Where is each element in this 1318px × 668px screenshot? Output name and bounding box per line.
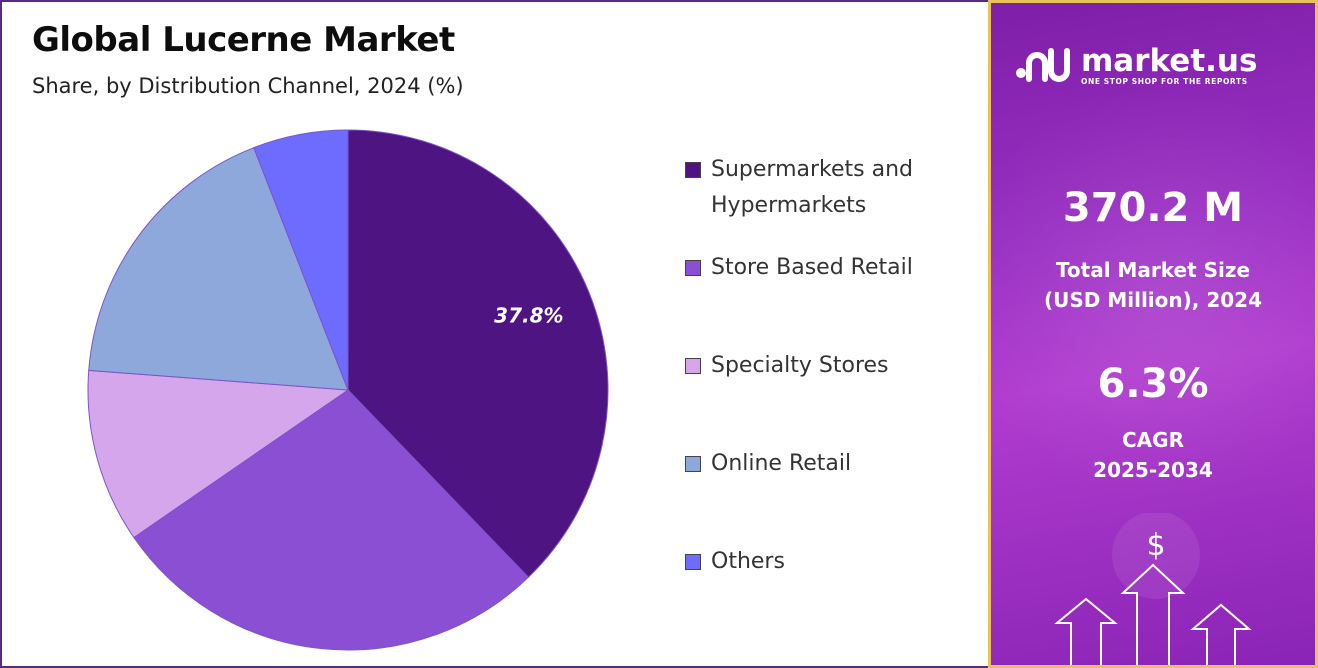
- market-us-logo-icon: [1016, 48, 1070, 82]
- legend-item-others: Others: [685, 544, 961, 580]
- pie-slice-specialty-stores: [87, 369, 350, 539]
- legend-label: Supermarkets and Hypermarkets: [711, 157, 913, 218]
- brand-tagline: ONE STOP SHOP FOR THE REPORTS: [1081, 76, 1248, 86]
- dollar-sign-icon: $: [1146, 528, 1165, 563]
- pie-slice-others: [253, 129, 349, 391]
- legend-swatch: [685, 456, 701, 472]
- legend-label: Specialty Stores: [711, 353, 889, 378]
- legend-item-store-based: Store Based Retail: [685, 250, 961, 286]
- pie-slice-supermarkets-and-hypermarkets: [347, 129, 609, 578]
- legend-swatch: [685, 358, 701, 374]
- legend-swatch: [685, 260, 701, 276]
- chart-title: Global Lucerne Market: [32, 20, 455, 60]
- market-size-label: Total Market Size (USD Million), 2024: [1043, 258, 1263, 312]
- market-size-value: 370.2 M: [1062, 185, 1244, 231]
- pie-slice-online-retail: [88, 147, 349, 391]
- legend-swatch: [685, 162, 701, 178]
- legend-item-specialty: Specialty Stores: [685, 348, 961, 384]
- legend-item-supermarkets: Supermarkets and Hypermarkets: [685, 152, 961, 224]
- cagr-value: 6.3%: [1097, 361, 1209, 407]
- growth-arrows-icon: $: [1054, 513, 1252, 665]
- info-panel: market.us ONE STOP SHOP FOR THE REPORTS …: [988, 0, 1318, 668]
- brand-logo[interactable]: market.us ONE STOP SHOP FOR THE REPORTS: [1013, 43, 1257, 87]
- chart-panel: Global Lucerne Market Share, by Distribu…: [0, 0, 988, 668]
- legend-item-online: Online Retail: [685, 446, 961, 482]
- chart-subtitle: Share, by Distribution Channel, 2024 (%): [32, 74, 464, 98]
- pie-chart: 37.8%: [87, 129, 609, 651]
- pie-data-label: 37.8%: [494, 304, 563, 328]
- cagr-label: CAGR 2025-2034: [1093, 428, 1213, 482]
- legend-label: Store Based Retail: [711, 255, 913, 280]
- legend-swatch: [685, 554, 701, 570]
- legend-label: Others: [711, 549, 785, 574]
- brand-name: market.us: [1081, 42, 1258, 79]
- legend-label: Online Retail: [711, 451, 852, 476]
- pie-slice-store-based-retail: [133, 389, 530, 651]
